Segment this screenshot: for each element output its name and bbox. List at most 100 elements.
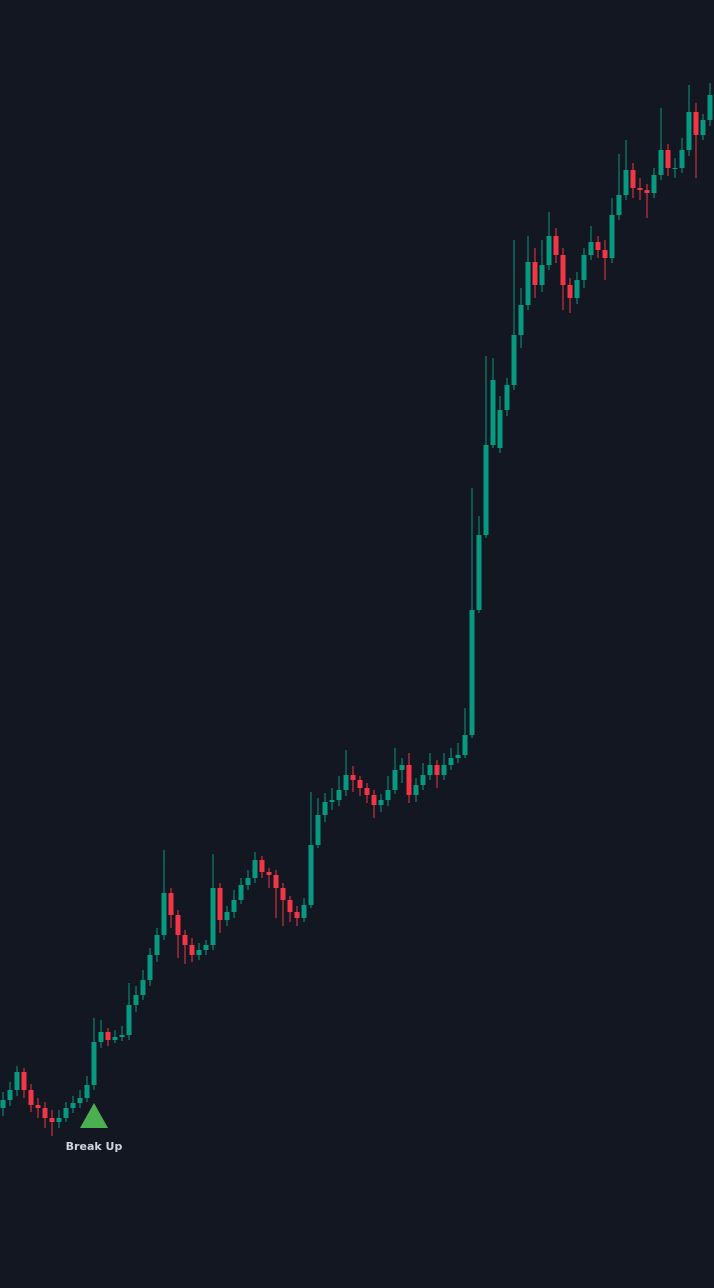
candle-body xyxy=(7,1090,13,1100)
candle-body xyxy=(35,1105,41,1108)
candle-body xyxy=(196,950,202,955)
candle-body xyxy=(350,775,356,780)
candle-body xyxy=(70,1103,76,1108)
candle-body xyxy=(637,188,643,190)
candle-body xyxy=(91,1042,97,1085)
candle-body xyxy=(287,900,293,912)
candle-body xyxy=(707,95,713,120)
candle-body xyxy=(203,945,209,950)
candle-body xyxy=(546,236,552,265)
candle-body xyxy=(301,905,307,918)
candle-body xyxy=(77,1098,83,1103)
candle-body xyxy=(504,385,510,410)
candle-body xyxy=(14,1072,20,1090)
candle-body xyxy=(693,112,699,135)
candle-body xyxy=(385,790,391,800)
candle-body xyxy=(259,860,265,872)
candle-body xyxy=(476,535,482,610)
candle-body xyxy=(28,1090,34,1105)
candle-body xyxy=(343,775,349,790)
candle-body xyxy=(294,912,300,918)
candle-body xyxy=(133,995,139,1005)
candle-body xyxy=(630,170,636,188)
candle-body xyxy=(595,242,601,250)
candle-body xyxy=(280,888,286,900)
candle-body xyxy=(658,150,664,175)
candle-body xyxy=(434,765,440,775)
candle-body xyxy=(679,150,685,168)
candle-body xyxy=(623,170,629,195)
candle-body xyxy=(574,280,580,298)
candle-body xyxy=(56,1118,62,1122)
candle-body xyxy=(532,262,538,285)
candle-body xyxy=(392,770,398,790)
candle-body xyxy=(413,785,419,795)
candle-body xyxy=(665,150,671,168)
candle-body xyxy=(483,445,489,535)
candle-body xyxy=(119,1035,125,1037)
annotation-label: Break Up xyxy=(66,1140,123,1153)
candle-body xyxy=(427,765,433,775)
candle-body xyxy=(511,335,517,385)
candle-body xyxy=(357,780,363,788)
candle-body xyxy=(252,860,258,878)
candle-body xyxy=(273,875,279,888)
candle-body xyxy=(126,1005,132,1035)
candle-body xyxy=(462,735,468,755)
candle-body xyxy=(168,893,174,915)
candle-body xyxy=(63,1108,69,1118)
candle-body xyxy=(651,175,657,193)
candle-body xyxy=(469,610,475,735)
candle-body xyxy=(210,888,216,945)
candle-body xyxy=(42,1108,48,1118)
candle-body xyxy=(84,1085,90,1098)
candle-body xyxy=(371,795,377,805)
candle-body xyxy=(266,872,272,875)
candle-body xyxy=(539,265,545,285)
candle-body xyxy=(189,945,195,955)
candle-body xyxy=(378,800,384,805)
candle-body xyxy=(420,775,426,785)
candle-body xyxy=(616,195,622,215)
candle-body xyxy=(217,888,223,920)
candle-body xyxy=(147,955,153,980)
candle-body xyxy=(315,815,321,845)
candle-body xyxy=(441,765,447,775)
candle-body xyxy=(602,250,608,258)
candle-body xyxy=(448,758,454,765)
candle-body xyxy=(175,915,181,935)
candle-body xyxy=(364,788,370,795)
candle-body xyxy=(21,1072,27,1090)
candle-body xyxy=(455,755,461,758)
candle-body xyxy=(406,765,412,795)
signal-triangle xyxy=(80,1103,108,1128)
candle-body xyxy=(140,980,146,995)
candle-body xyxy=(700,120,706,135)
candle-body xyxy=(567,285,573,298)
candle-body xyxy=(644,190,650,193)
candle-body xyxy=(329,800,335,802)
candle-body xyxy=(336,790,342,800)
candle-body xyxy=(581,255,587,280)
candle-body xyxy=(672,168,678,169)
candle-body xyxy=(49,1118,55,1122)
candle-body xyxy=(182,935,188,945)
candle-body xyxy=(518,305,524,335)
candle-body xyxy=(0,1100,6,1108)
candle-body xyxy=(322,802,328,815)
candle-body xyxy=(112,1037,118,1040)
candle-body xyxy=(308,845,314,905)
candle-body xyxy=(560,255,566,285)
candle-body xyxy=(686,112,692,150)
candle-body xyxy=(105,1032,111,1040)
candle-body xyxy=(609,215,615,258)
candle-body xyxy=(231,900,237,912)
candle-body xyxy=(553,236,559,255)
candle-body xyxy=(224,912,230,920)
candle-body xyxy=(399,765,405,770)
candle-body xyxy=(245,878,251,885)
candle-body xyxy=(525,262,531,305)
